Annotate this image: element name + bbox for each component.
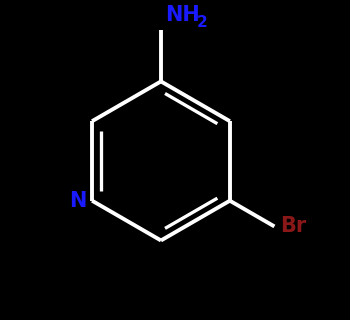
Text: Br: Br [280, 216, 306, 236]
Text: N: N [69, 191, 86, 211]
Text: NH: NH [165, 5, 200, 25]
Text: 2: 2 [196, 15, 207, 30]
